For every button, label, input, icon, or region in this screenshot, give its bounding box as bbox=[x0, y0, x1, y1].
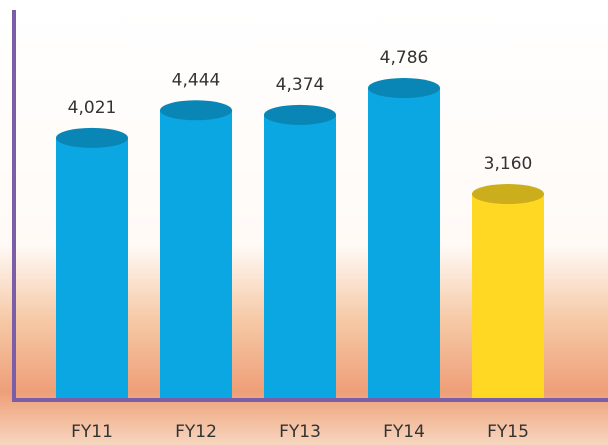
x-tick-label: FY12 bbox=[175, 422, 217, 442]
bar bbox=[472, 194, 544, 400]
value-label: 4,021 bbox=[68, 98, 117, 118]
bar bbox=[368, 88, 440, 400]
bar-top bbox=[56, 128, 128, 148]
value-label: 4,374 bbox=[276, 75, 325, 95]
x-tick-label: FY13 bbox=[279, 422, 321, 442]
bar-top bbox=[160, 100, 232, 120]
value-label: 3,160 bbox=[484, 154, 533, 174]
x-tick-label: FY14 bbox=[383, 422, 425, 442]
bar bbox=[264, 115, 336, 400]
chart: 4,021 FY11 4,444 FY12 4,374 FY13 4,786 FY14 3,16… bbox=[0, 0, 608, 445]
x-tick-label: FY15 bbox=[487, 422, 529, 442]
bar-top bbox=[264, 105, 336, 125]
bar-top bbox=[472, 184, 544, 204]
bar-top bbox=[368, 78, 440, 98]
bar bbox=[160, 110, 232, 400]
x-tick-label: FY11 bbox=[71, 422, 113, 442]
value-label: 4,444 bbox=[172, 70, 221, 90]
bar bbox=[56, 138, 128, 400]
page: 4,021 FY11 4,444 FY12 4,374 FY13 4,786 FY14 3,16… bbox=[0, 0, 608, 445]
value-label: 4,786 bbox=[380, 48, 429, 68]
